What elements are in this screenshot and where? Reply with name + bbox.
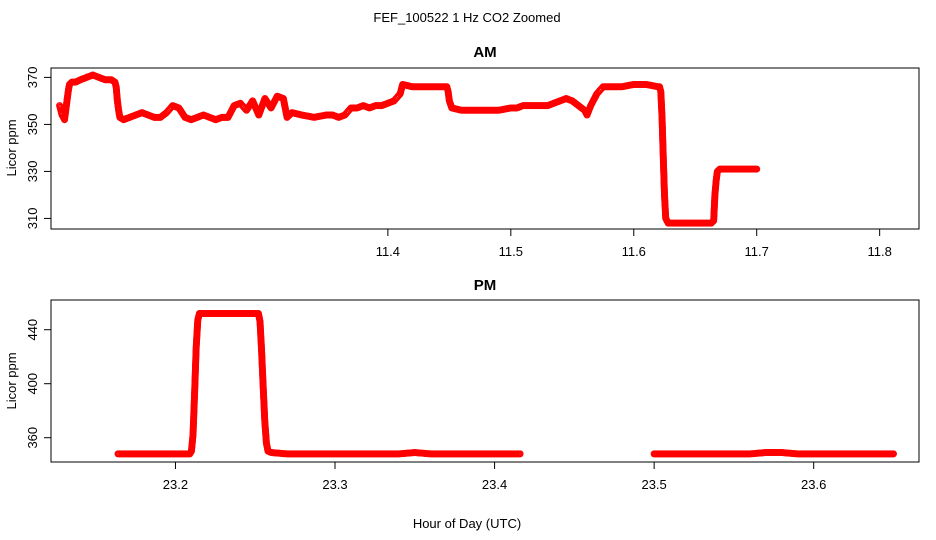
panel-pm-x-tick-label: 23.5 — [641, 477, 666, 492]
panel-pm-ylabel: Licor ppm — [4, 352, 19, 409]
panel-pm: PM Licor ppm 23.2 23.3 23.4 23.5 23.6 360 400… — [4, 277, 920, 492]
panel-am: AM Licor ppm 11.4 11.5 11.6 11.7 11.8 310 330… — [4, 44, 920, 259]
panel-am-x-axis: 11.4 11.5 11.6 11.7 11.8 — [376, 229, 892, 259]
data-point — [516, 450, 524, 458]
panel-am-plot-frame — [50, 67, 920, 230]
panel-am-points — [56, 71, 761, 227]
panel-pm-y-axis: 360 400 440 — [25, 319, 51, 449]
data-point — [753, 165, 761, 173]
panel-am-y-tick-label: 330 — [25, 161, 40, 183]
panel-am-y-tick-label: 350 — [25, 114, 40, 136]
panel-am-x-tick-label: 11.6 — [622, 244, 646, 259]
panel-am-ylabel: Licor ppm — [4, 119, 19, 176]
panel-am-y-tick-label: 310 — [25, 208, 40, 230]
panel-pm-x-tick-label: 23.4 — [482, 477, 507, 492]
data-point — [889, 450, 897, 458]
panel-pm-x-axis: 23.2 23.3 23.4 23.5 23.6 — [163, 462, 826, 492]
panel-am-title: AM — [473, 44, 496, 61]
panel-am-x-tick-label: 11.5 — [499, 244, 523, 259]
panel-am-x-tick-label: 11.8 — [867, 244, 891, 259]
panel-pm-y-tick-label: 440 — [25, 319, 40, 341]
panel-pm-x-tick-label: 23.3 — [322, 477, 347, 492]
panel-am-y-tick-label: 370 — [25, 67, 40, 89]
x-axis-label: Hour of Day (UTC) — [413, 516, 521, 531]
panel-am-x-tick-label: 11.4 — [376, 244, 400, 259]
panel-pm-plot-frame — [50, 299, 920, 463]
panel-pm-y-tick-label: 400 — [25, 373, 40, 395]
panel-am-x-tick-label: 11.7 — [745, 244, 769, 259]
panel-pm-x-tick-label: 23.2 — [163, 477, 188, 492]
panel-pm-x-tick-label: 23.6 — [801, 477, 826, 492]
main-title: FEF_100522 1 Hz CO2 Zoomed — [373, 10, 560, 25]
panel-pm-y-tick-label: 360 — [25, 427, 40, 449]
panel-pm-points — [114, 310, 897, 458]
panel-pm-title: PM — [474, 277, 497, 294]
panel-am-y-axis: 310 330 350 370 — [25, 67, 51, 230]
